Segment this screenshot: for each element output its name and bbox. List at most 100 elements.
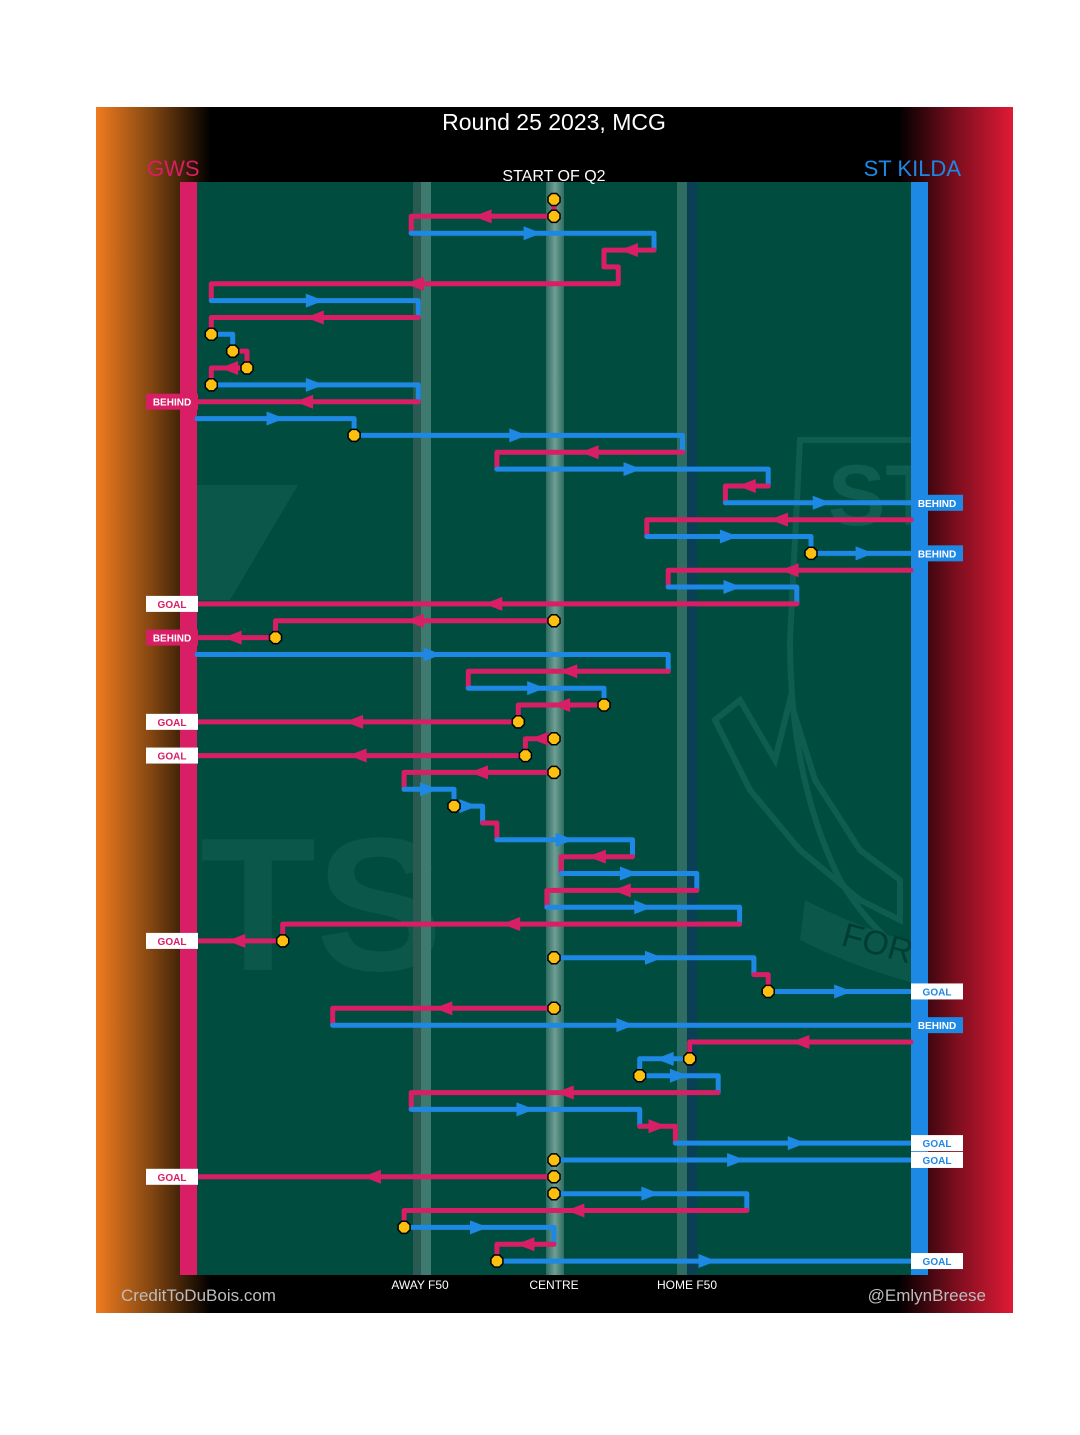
chain-arrow-20 — [719, 529, 738, 544]
chain-arrow-15 — [580, 445, 599, 460]
chart-title: Round 25 2023, MCG — [442, 109, 666, 135]
chain-arrow-60 — [566, 1203, 585, 1218]
chain-arrow-41 — [612, 883, 631, 898]
gws-text-watermark: TS — [200, 799, 443, 1011]
stoppage-marker-23 — [547, 1153, 561, 1167]
chain-segment-37 — [480, 820, 500, 843]
stoppage-marker-13 — [547, 731, 561, 746]
chain-arrow-59 — [641, 1186, 660, 1201]
chain-arrow-36 — [459, 799, 478, 814]
chain-arrow-11 — [305, 377, 324, 392]
score-box-2 — [911, 494, 963, 511]
score-box-9 — [911, 983, 963, 1000]
chain-arrow-35 — [420, 782, 439, 797]
chain-segment-11 — [208, 382, 421, 405]
chain-segment-40 — [558, 871, 700, 893]
chain-segment-59 — [551, 1191, 750, 1213]
chain-arrow-7 — [305, 310, 324, 325]
home-goal-line — [911, 182, 928, 1275]
chain-arrow-28 — [559, 664, 578, 679]
stoppage-markers — [204, 192, 818, 1268]
score-label-3: BEHIND — [918, 549, 956, 560]
score-label-5: BEHIND — [153, 634, 191, 645]
score-label-12: GOAL — [923, 1156, 952, 1167]
chain-arrow-24 — [484, 596, 503, 611]
chain-arrow-57 — [727, 1152, 746, 1167]
chain-segment-38 — [494, 837, 635, 860]
chain-arrow-50 — [791, 1035, 810, 1049]
stoppage-marker-14 — [518, 748, 533, 763]
chain-arrow-5 — [405, 276, 424, 291]
credit-right: @EmlynBreese — [868, 1286, 986, 1305]
chain-arrow-10 — [220, 361, 239, 375]
chain-arrow-6 — [305, 293, 324, 308]
stoppage-marker-19 — [761, 984, 775, 999]
chain-arrow-29 — [527, 681, 546, 696]
chain-arrow-63 — [698, 1254, 717, 1269]
chain-segment-34 — [401, 769, 557, 792]
chain-segment-22 — [665, 567, 914, 590]
chain-segment-27 — [194, 652, 671, 674]
chain-segment-54 — [408, 1106, 643, 1129]
chain-segment-42 — [544, 904, 743, 927]
score-label-1: BEHIND — [153, 398, 191, 409]
chain-arrow-19 — [769, 512, 788, 527]
st-kilda-banner-watermark — [800, 900, 911, 983]
chain-arrow-62 — [516, 1237, 535, 1252]
stoppage-marker-5 — [240, 361, 254, 375]
stoppage-marker-15 — [547, 765, 561, 780]
chain-arrow-12 — [295, 394, 314, 409]
centre-line — [546, 182, 564, 1275]
stoppage-marker-4 — [225, 344, 240, 358]
score-box-13 — [146, 1168, 198, 1185]
stoppage-marker-20 — [547, 1001, 561, 1016]
stoppage-marker-10 — [268, 630, 283, 645]
chart-subtitle: START OF Q2 — [502, 168, 605, 185]
chain-arrow-23 — [723, 580, 742, 595]
stoppage-marker-6 — [204, 378, 219, 392]
stoppage-marker-2 — [547, 209, 561, 224]
score-box-10 — [911, 1017, 963, 1034]
stoppage-marker-26 — [397, 1220, 411, 1235]
stoppage-marker-11 — [597, 698, 611, 712]
st-kilda-bird-watermark — [711, 688, 903, 925]
home-f50-label: HOME F50 — [657, 1278, 717, 1292]
stoppage-marker-25 — [547, 1186, 561, 1201]
stoppage-marker-27 — [490, 1254, 504, 1268]
chain-arrow-49 — [616, 1018, 635, 1033]
chain-segment-3 — [408, 230, 657, 253]
stoppage-marker-3 — [204, 327, 219, 342]
score-label-11: GOAL — [923, 1139, 952, 1150]
chain-arrow-2 — [473, 209, 492, 224]
chain-segment-19 — [644, 517, 914, 539]
chain-arrow-39 — [587, 849, 606, 864]
st-kilda-text-watermark: ST K — [828, 448, 1024, 544]
chain-arrow-26 — [223, 630, 242, 645]
chain-segment-41 — [544, 887, 700, 910]
direction-arrows — [220, 209, 874, 1269]
away-f50-line — [421, 182, 431, 1275]
score-box-8 — [146, 932, 198, 949]
chain-arrow-25 — [405, 613, 424, 628]
chain-segment-2 — [408, 213, 557, 236]
chain-arrow-51 — [655, 1051, 674, 1066]
home-team-name: ST KILDA — [864, 156, 962, 181]
chain-arrow-22 — [780, 563, 799, 578]
score-box-4 — [146, 595, 198, 612]
stoppage-marker-18 — [547, 950, 561, 965]
score-labels: BEHIND BEHIND BEHIND GOAL BEHIND GOAL GOAL GOAL… — [146, 393, 963, 1270]
score-box-3 — [911, 545, 963, 562]
stoppage-marker-7 — [347, 428, 361, 443]
chain-segment-23 — [665, 584, 800, 607]
gws-shape-watermark — [197, 485, 298, 600]
score-label-10: BEHIND — [918, 1021, 956, 1032]
score-label-6: GOAL — [158, 718, 187, 729]
chain-arrow-17 — [737, 478, 756, 493]
chain-segment-28 — [465, 668, 671, 691]
score-label-2: BEHIND — [918, 499, 956, 510]
chain-arrow-47 — [834, 984, 853, 999]
chain-arrow-45 — [644, 950, 663, 965]
chain-arrow-44 — [227, 933, 246, 948]
chain-arrow-32 — [530, 731, 549, 746]
